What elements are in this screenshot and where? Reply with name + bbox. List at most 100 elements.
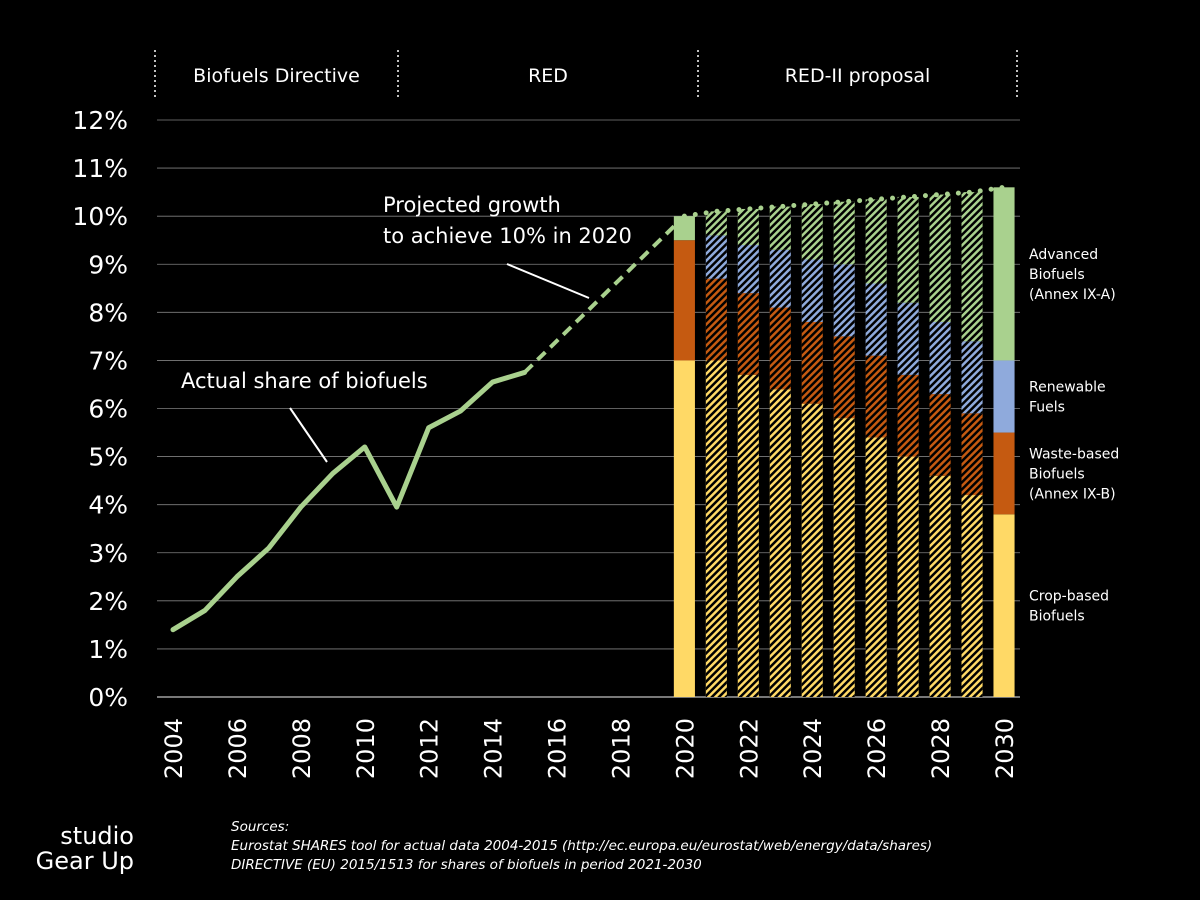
annotation-projected-growth: to achieve 10% in 2020: [383, 224, 632, 248]
bar-hatch: [737, 374, 759, 697]
period-header: Biofuels Directive RED RED-II proposal: [154, 50, 1018, 98]
x-tick-label: 2016: [544, 718, 572, 779]
bar-hatch: [929, 475, 951, 697]
bar-hatch: [961, 413, 983, 496]
x-tick-label: 2026: [863, 718, 891, 779]
x-tick-label: 2004: [160, 718, 188, 779]
x-axis: 2004 2006 2008 2010 2012 2014 2016 2018 2020 2022…: [160, 718, 1019, 779]
bar-hatch: [961, 341, 983, 414]
bar-hatch: [929, 394, 951, 476]
bar-hatch: [705, 278, 727, 361]
x-tick-label: 2012: [416, 718, 444, 779]
bar-segment: [993, 514, 1015, 697]
bar-hatch: [929, 194, 951, 322]
annotations: Actual share of biofuels Projected growth…: [181, 193, 632, 463]
bar-hatch: [801, 259, 823, 322]
y-tick-label: 8%: [88, 298, 128, 327]
bar-hatch: [769, 389, 791, 697]
bar-segment: [673, 360, 695, 697]
bar-hatch: [737, 245, 759, 294]
annotation-leader: [506, 263, 590, 299]
bar-hatch: [705, 211, 727, 236]
bar-hatch: [961, 192, 983, 342]
period-label: RED-II proposal: [785, 65, 931, 87]
y-tick-label: 9%: [88, 250, 128, 279]
legend-label: Crop-based: [1029, 589, 1109, 605]
bar-hatch: [705, 360, 727, 697]
studio-gear-up-logo: studio Gear Up: [22, 824, 134, 874]
bar-hatch: [737, 293, 759, 375]
bar-hatch: [833, 336, 855, 419]
legend-label: (Annex IX-B): [1029, 486, 1116, 502]
bar-hatch: [801, 321, 823, 404]
legend-label: Biofuels: [1029, 267, 1085, 283]
y-tick-label: 12%: [72, 106, 128, 135]
x-tick-label: 2008: [288, 718, 316, 779]
y-tick-label: 1%: [88, 635, 128, 664]
legend-label: Fuels: [1029, 399, 1065, 415]
legend-label: Waste-based: [1029, 446, 1119, 462]
y-tick-label: 0%: [88, 683, 128, 712]
bar-hatch: [897, 302, 919, 375]
legend-label: Renewable: [1029, 379, 1106, 395]
y-tick-label: 3%: [88, 539, 128, 568]
bar-hatch: [801, 403, 823, 697]
stacked-bars: [673, 187, 1015, 697]
x-tick-label: 2018: [607, 718, 635, 779]
bar-segment: [993, 187, 1015, 361]
y-tick-label: 4%: [88, 491, 128, 520]
bar-hatch: [897, 374, 919, 457]
y-tick-label: 2%: [88, 587, 128, 616]
bar-hatch: [865, 355, 887, 438]
bar-hatch: [705, 235, 727, 279]
legend-label: Biofuels: [1029, 609, 1085, 625]
bar-segment: [993, 360, 1015, 433]
bar-hatch: [833, 264, 855, 337]
x-tick-label: 2010: [352, 718, 380, 779]
x-tick-label: 2028: [927, 718, 955, 779]
x-tick-label: 2024: [799, 718, 827, 779]
source-line: DIRECTIVE (EU) 2015/1513 for shares of b…: [231, 857, 702, 873]
y-tick-label: 5%: [88, 443, 128, 472]
y-tick-label: 6%: [88, 395, 128, 424]
annotation-leader: [289, 407, 328, 463]
period-label: Biofuels Directive: [193, 65, 360, 87]
bar-hatch: [737, 208, 759, 246]
sources-note: Sources: Eurostat SHARES tool for actual…: [231, 818, 1131, 875]
legend-label: Advanced: [1029, 247, 1098, 263]
bar-hatch: [769, 307, 791, 390]
legend: Advanced Biofuels (Annex IX-A) Renewable Fue…: [1029, 247, 1119, 625]
period-label: RED: [528, 65, 568, 87]
sources-heading: Sources:: [231, 819, 290, 835]
logo-line: studio: [60, 822, 134, 850]
target-total-dotted-line: [681, 184, 1007, 219]
x-tick-label: 2006: [224, 718, 252, 779]
bar-hatch: [897, 196, 919, 303]
y-tick-label: 10%: [72, 202, 128, 231]
bar-hatch: [961, 495, 983, 697]
bar-hatch: [865, 437, 887, 697]
bar-hatch: [769, 206, 791, 250]
bar-hatch: [865, 199, 887, 284]
x-tick-label: 2020: [671, 718, 699, 779]
bar-hatch: [897, 456, 919, 697]
annotation-actual-share: Actual share of biofuels: [181, 369, 428, 393]
x-tick-label: 2014: [480, 718, 508, 779]
x-tick-label: 2022: [735, 718, 763, 779]
logo-line: Gear Up: [35, 847, 134, 875]
bar-segment: [993, 432, 1015, 515]
source-line: Eurostat SHARES tool for actual data 200…: [231, 838, 933, 854]
bar-hatch: [865, 283, 887, 356]
line-series: [170, 184, 1007, 633]
projected-growth-line: [523, 214, 686, 374]
bar-hatch: [833, 201, 855, 265]
bar-hatch: [801, 204, 823, 260]
grid-lines: [157, 119, 1020, 698]
actual-share-line: [170, 369, 528, 633]
bar-segment: [673, 216, 695, 241]
y-axis: 0% 1% 2% 3% 4% 5% 6% 7% 8% 9% 10% 11% 12%: [72, 106, 128, 712]
x-tick-label: 2030: [991, 718, 1019, 779]
y-tick-label: 7%: [88, 346, 128, 375]
annotation-projected-growth: Projected growth: [383, 193, 561, 217]
